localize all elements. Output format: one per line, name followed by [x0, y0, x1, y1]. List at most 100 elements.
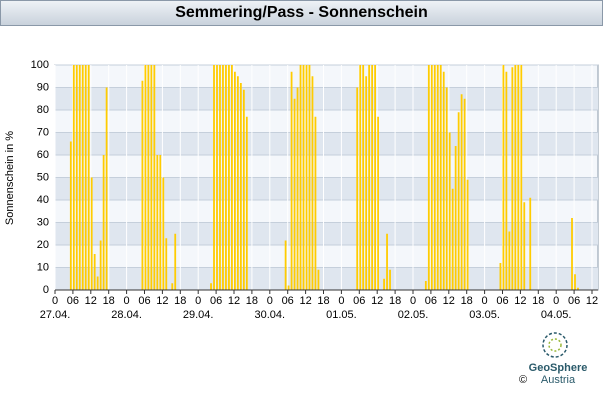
bar	[90, 177, 93, 290]
grid-band	[55, 132, 598, 155]
x-tick-label: 0	[410, 295, 416, 307]
date-label: 28.04.	[111, 309, 142, 321]
bar	[159, 155, 162, 290]
x-tick-label: 0	[267, 295, 273, 307]
y-tick-label: 80	[37, 104, 49, 116]
bar	[383, 278, 385, 290]
bar	[374, 65, 377, 290]
x-tick-label: 0	[338, 295, 344, 307]
bar	[311, 76, 314, 290]
bar	[451, 188, 454, 290]
bar	[430, 65, 433, 290]
y-tick-label: 20	[37, 239, 49, 251]
bar	[365, 76, 368, 290]
bar	[577, 287, 579, 290]
bar	[228, 65, 230, 290]
x-tick-label: 06	[425, 295, 437, 307]
x-tick-label: 06	[568, 295, 580, 307]
x-tick-label: 12	[228, 295, 240, 307]
y-axis-label: Sonnenschein in %	[4, 131, 16, 225]
x-tick-label: 06	[353, 295, 365, 307]
y-tick-label: 70	[37, 126, 49, 138]
x-tick-label: 18	[246, 295, 258, 307]
bar	[457, 112, 460, 290]
grid-band	[55, 177, 598, 200]
logo-icon	[548, 338, 562, 352]
date-label: 30.04.	[255, 309, 286, 321]
logo: GeoSphere Austria ©	[519, 332, 587, 386]
bar	[463, 98, 466, 290]
logo-sub: Austria	[541, 374, 576, 386]
bar	[359, 65, 362, 290]
bar	[225, 65, 227, 290]
bar	[219, 65, 221, 290]
bar	[523, 202, 526, 290]
y-tick-label: 0	[43, 284, 49, 296]
date-label: 27.04.	[40, 309, 71, 321]
bar	[371, 65, 374, 290]
x-tick-label: 12	[586, 295, 598, 307]
x-tick-label: 12	[299, 295, 311, 307]
bar	[305, 65, 308, 290]
bar	[314, 116, 317, 290]
x-tick-label: 06	[282, 295, 294, 307]
x-tick-label: 12	[85, 295, 97, 307]
bar	[69, 141, 72, 290]
bar	[78, 65, 81, 290]
bar	[234, 71, 236, 290]
bar	[571, 218, 573, 290]
bar	[386, 233, 388, 290]
bar	[171, 283, 174, 290]
y-tick-label: 30	[37, 216, 49, 228]
bar	[362, 65, 365, 290]
bar	[102, 155, 105, 290]
x-tick-label: 18	[389, 295, 401, 307]
bar	[84, 65, 87, 290]
bar	[389, 269, 391, 290]
bar	[231, 65, 233, 290]
bar	[508, 231, 511, 290]
grid-band	[55, 267, 598, 290]
bar	[99, 240, 102, 290]
bar	[174, 233, 177, 290]
copyright: ©	[519, 374, 527, 386]
bar	[460, 94, 463, 290]
y-tick-label: 100	[31, 59, 49, 71]
bar	[213, 65, 215, 290]
bar	[210, 283, 212, 290]
bar	[284, 240, 287, 290]
bar	[466, 179, 469, 290]
bar	[239, 83, 242, 290]
grid-band	[55, 222, 598, 245]
bar	[302, 65, 305, 290]
x-tick-label: 0	[553, 295, 559, 307]
grid-band	[55, 87, 598, 110]
y-tick-label: 90	[37, 81, 49, 93]
bar	[424, 281, 427, 290]
bar	[153, 65, 156, 290]
bar	[377, 116, 379, 290]
date-label: 04.05.	[541, 309, 572, 321]
x-tick-label: 0	[52, 295, 58, 307]
bar	[499, 263, 502, 290]
bar	[222, 65, 224, 290]
bar	[165, 238, 168, 290]
x-tick-label: 18	[461, 295, 473, 307]
bar	[505, 71, 508, 290]
bar	[216, 65, 218, 290]
bar	[81, 65, 84, 290]
x-tick-label: 0	[195, 295, 201, 307]
bar	[150, 65, 153, 290]
bar	[96, 276, 99, 290]
y-tick-label: 60	[37, 149, 49, 161]
bar	[356, 87, 359, 290]
x-tick-label: 0	[482, 295, 488, 307]
bar	[293, 98, 296, 290]
date-label: 03.05.	[469, 309, 500, 321]
bar	[287, 285, 290, 290]
bar	[105, 87, 108, 290]
bar	[75, 65, 78, 290]
bar	[427, 65, 430, 290]
